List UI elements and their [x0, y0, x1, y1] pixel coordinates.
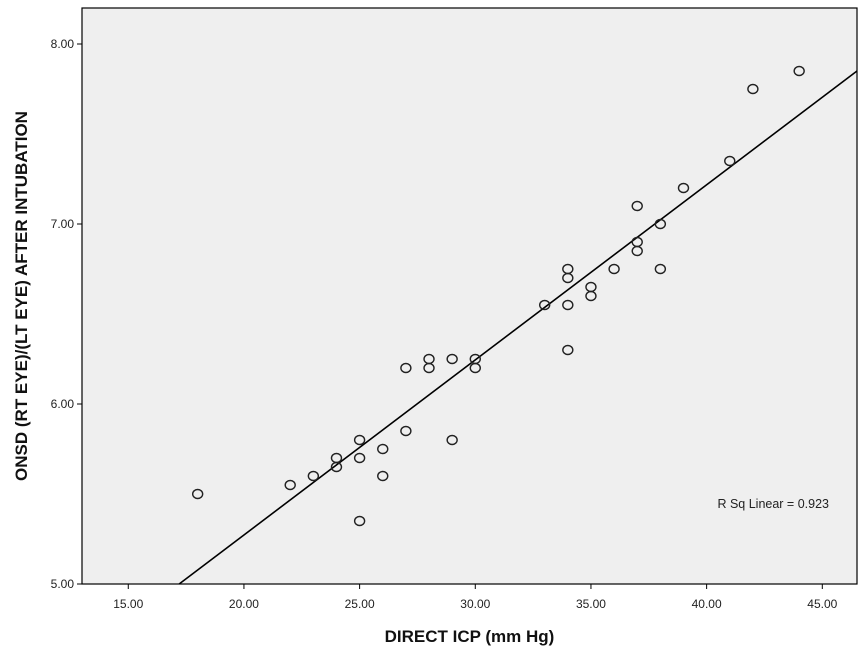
data-point: [400, 362, 412, 374]
plot-border: [81, 7, 858, 585]
data-point: [747, 83, 759, 95]
data-point: [631, 236, 643, 248]
data-point: [307, 470, 320, 482]
data-point: [677, 182, 690, 194]
data-points: [191, 65, 805, 527]
data-point: [191, 488, 204, 500]
data-point: [423, 353, 435, 365]
y-tick-label: 7.00: [51, 217, 75, 231]
data-point: [562, 263, 574, 275]
data-point: [562, 344, 574, 356]
data-point: [631, 200, 643, 212]
axis-ticks: 15.00 20.00 25.00 30.00 35.00 40.00 45.00 5.00 6…: [51, 37, 838, 611]
y-tick-label: 6.00: [51, 397, 75, 411]
y-tick-label: 5.00: [51, 577, 75, 591]
data-point: [585, 281, 597, 293]
data-point: [284, 479, 296, 491]
y-tick-label: 8.00: [51, 37, 75, 51]
data-point: [353, 434, 366, 446]
data-point: [654, 218, 667, 230]
y-axis-title: ONSD (RT EYE)/(LT EYE) AFTER INTUBATION: [12, 111, 31, 481]
data-point: [377, 470, 389, 482]
data-point: [562, 299, 574, 311]
data-point: [353, 452, 366, 464]
data-point: [377, 443, 389, 455]
data-point: [330, 452, 343, 464]
x-tick-label: 20.00: [229, 597, 259, 611]
x-tick-label: 45.00: [807, 597, 837, 611]
data-point: [469, 353, 481, 365]
data-point: [608, 263, 620, 275]
data-point: [446, 434, 458, 446]
data-point: [793, 65, 805, 77]
data-point: [538, 299, 551, 311]
plot-background: [82, 8, 857, 584]
plot-frame: [81, 7, 858, 585]
x-tick-label: 15.00: [113, 597, 143, 611]
data-point: [400, 425, 412, 437]
data-point: [446, 353, 458, 365]
fit-line: [178, 70, 858, 585]
data-point: [724, 155, 736, 167]
x-tick-label: 35.00: [576, 597, 606, 611]
x-tick-label: 30.00: [460, 597, 490, 611]
r-squared-annotation: R Sq Linear = 0.923: [717, 497, 829, 511]
x-tick-label: 25.00: [345, 597, 375, 611]
data-point: [654, 263, 667, 275]
x-axis-title: DIRECT ICP (mm Hg): [385, 627, 555, 646]
data-point: [353, 515, 366, 527]
x-tick-label: 40.00: [692, 597, 722, 611]
